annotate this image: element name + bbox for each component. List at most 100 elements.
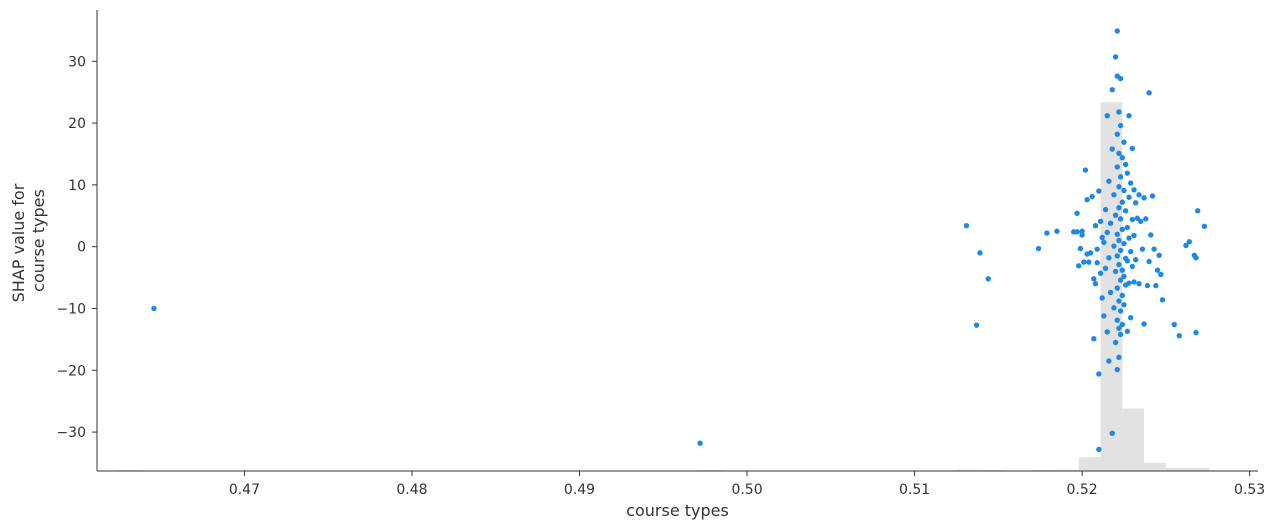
data-point — [1074, 229, 1080, 235]
data-point — [1144, 282, 1151, 289]
data-point — [1091, 276, 1097, 282]
data-point — [1131, 232, 1137, 239]
data-point — [1112, 339, 1119, 346]
data-point — [1094, 260, 1100, 266]
data-point — [1092, 222, 1099, 229]
data-point — [1076, 263, 1082, 269]
data-point — [1154, 267, 1161, 273]
y-axis-title: SHAP value for course types — [9, 179, 48, 303]
data-point — [1148, 232, 1154, 238]
data-point — [1101, 239, 1107, 246]
data-point — [1101, 313, 1107, 319]
data-point — [1081, 259, 1087, 265]
histogram-bar — [1144, 462, 1166, 471]
data-point — [1131, 279, 1137, 285]
data-point — [1111, 192, 1117, 198]
data-point — [1146, 90, 1152, 96]
data-point — [1119, 267, 1126, 273]
data-point — [1126, 194, 1132, 200]
data-point — [963, 222, 970, 229]
data-point — [1116, 354, 1122, 360]
histogram-bar — [1187, 467, 1210, 471]
data-point — [1136, 281, 1142, 287]
data-point — [1186, 239, 1193, 245]
data-point — [1124, 258, 1131, 264]
data-point — [1124, 328, 1131, 335]
data-point — [1146, 258, 1152, 265]
histogram-bar — [1165, 467, 1188, 471]
data-point — [1099, 234, 1105, 241]
data-point — [1193, 255, 1199, 261]
data-point — [1129, 263, 1136, 270]
data-point — [1109, 430, 1115, 436]
data-point — [1074, 210, 1080, 217]
data-point — [1035, 245, 1042, 252]
data-point — [1109, 87, 1115, 93]
data-point — [1117, 308, 1124, 314]
data-point — [1121, 139, 1127, 145]
data-point — [1114, 253, 1120, 259]
data-point — [1141, 195, 1147, 201]
data-point — [1121, 273, 1127, 280]
data-point — [1111, 243, 1117, 249]
data-point — [1117, 174, 1124, 180]
y-axis-title-line-2: course types — [29, 189, 48, 292]
data-point — [1091, 336, 1097, 342]
data-point — [1121, 240, 1127, 247]
data-point — [977, 250, 983, 256]
data-point — [1117, 122, 1124, 129]
data-point — [1116, 261, 1122, 268]
histogram-bar — [956, 469, 982, 471]
data-point — [1117, 331, 1124, 338]
data-point — [1126, 112, 1132, 119]
data-point — [1131, 187, 1137, 193]
data-point — [1141, 321, 1147, 327]
data-point — [1193, 329, 1199, 336]
data-point — [1114, 285, 1120, 291]
data-point — [1117, 277, 1124, 283]
data-point — [1114, 164, 1120, 170]
data-point — [1122, 161, 1129, 168]
data-point — [1151, 246, 1157, 252]
scatter-points — [151, 28, 1208, 453]
data-point — [1139, 246, 1146, 252]
data-point — [1096, 446, 1102, 453]
y-tick-label: −30 — [56, 425, 86, 441]
data-point — [1117, 75, 1124, 82]
y-tick-label: 20 — [68, 116, 86, 132]
data-point — [1201, 223, 1208, 229]
x-tick-label: 0.53 — [1234, 482, 1265, 498]
data-point — [1124, 224, 1131, 231]
data-point — [1112, 212, 1119, 218]
x-tick-label: 0.47 — [229, 482, 260, 498]
data-point — [1107, 220, 1114, 226]
data-point — [1109, 146, 1115, 152]
data-point — [1087, 250, 1094, 256]
data-point — [973, 322, 980, 328]
data-point — [1114, 317, 1120, 323]
data-point — [1119, 154, 1126, 161]
y-tick-label: 30 — [68, 54, 86, 70]
data-point — [1183, 242, 1189, 249]
data-point — [1079, 228, 1085, 234]
y-axis-title-line-1: SHAP value for — [9, 183, 28, 302]
y-axis-ticks: 30 20 10 0 −10 −20 −30 — [56, 54, 97, 441]
data-point — [1133, 256, 1139, 263]
data-point — [1124, 170, 1131, 176]
data-point — [1136, 192, 1142, 198]
data-point — [1111, 305, 1117, 311]
data-point — [1176, 332, 1182, 339]
data-point — [1094, 246, 1100, 252]
data-point — [1097, 270, 1104, 276]
data-point — [1149, 193, 1156, 199]
data-point — [1116, 109, 1122, 115]
y-tick-label: 10 — [68, 178, 86, 194]
data-point — [1112, 268, 1119, 275]
data-point — [1122, 208, 1129, 214]
x-axis-title: course types — [626, 501, 729, 520]
histogram-bar — [1122, 408, 1145, 471]
data-point — [1126, 280, 1132, 286]
data-point — [1119, 321, 1126, 328]
data-point — [1116, 184, 1122, 190]
data-point — [1116, 237, 1122, 244]
